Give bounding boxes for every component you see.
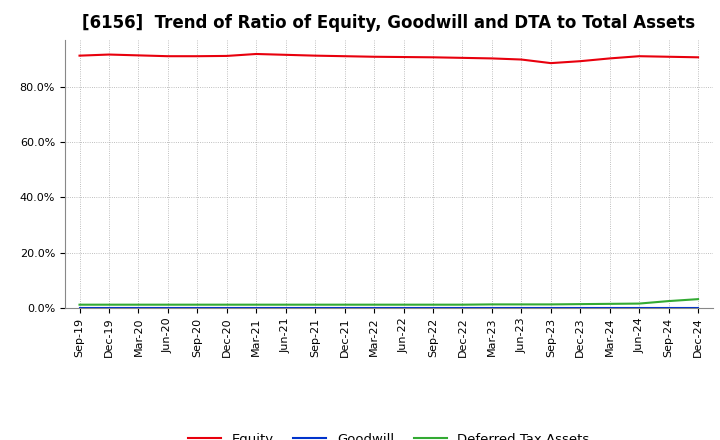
Deferred Tax Assets bbox=[517, 302, 526, 307]
Goodwill bbox=[193, 305, 202, 311]
Equity bbox=[104, 52, 113, 57]
Goodwill bbox=[517, 305, 526, 311]
Equity bbox=[428, 55, 437, 60]
Deferred Tax Assets bbox=[576, 301, 585, 307]
Equity bbox=[576, 59, 585, 64]
Goodwill bbox=[606, 305, 614, 311]
Deferred Tax Assets bbox=[134, 302, 143, 307]
Equity bbox=[282, 52, 290, 58]
Goodwill bbox=[104, 305, 113, 311]
Goodwill bbox=[635, 305, 644, 311]
Goodwill bbox=[75, 305, 84, 311]
Goodwill bbox=[282, 305, 290, 311]
Goodwill bbox=[487, 305, 496, 311]
Deferred Tax Assets bbox=[635, 301, 644, 306]
Deferred Tax Assets bbox=[370, 302, 379, 307]
Deferred Tax Assets bbox=[222, 302, 231, 307]
Goodwill bbox=[428, 305, 437, 311]
Goodwill bbox=[311, 305, 320, 311]
Deferred Tax Assets bbox=[75, 302, 84, 307]
Goodwill bbox=[163, 305, 172, 311]
Line: Equity: Equity bbox=[79, 54, 698, 63]
Goodwill bbox=[134, 305, 143, 311]
Equity bbox=[222, 53, 231, 59]
Deferred Tax Assets bbox=[311, 302, 320, 307]
Equity bbox=[193, 54, 202, 59]
Deferred Tax Assets bbox=[458, 302, 467, 307]
Equity bbox=[606, 56, 614, 61]
Equity bbox=[517, 57, 526, 62]
Equity bbox=[487, 56, 496, 61]
Legend: Equity, Goodwill, Deferred Tax Assets: Equity, Goodwill, Deferred Tax Assets bbox=[183, 427, 595, 440]
Goodwill bbox=[458, 305, 467, 311]
Equity bbox=[163, 54, 172, 59]
Deferred Tax Assets bbox=[665, 298, 673, 304]
Equity bbox=[370, 54, 379, 59]
Equity bbox=[75, 53, 84, 58]
Equity bbox=[311, 53, 320, 58]
Equity bbox=[458, 55, 467, 61]
Equity bbox=[341, 54, 349, 59]
Deferred Tax Assets bbox=[252, 302, 261, 307]
Equity bbox=[399, 55, 408, 60]
Line: Deferred Tax Assets: Deferred Tax Assets bbox=[79, 299, 698, 304]
Goodwill bbox=[694, 305, 703, 311]
Deferred Tax Assets bbox=[694, 297, 703, 302]
Deferred Tax Assets bbox=[399, 302, 408, 307]
Equity bbox=[665, 54, 673, 59]
Goodwill bbox=[546, 305, 555, 311]
Deferred Tax Assets bbox=[163, 302, 172, 307]
Goodwill bbox=[370, 305, 379, 311]
Deferred Tax Assets bbox=[606, 301, 614, 307]
Goodwill bbox=[252, 305, 261, 311]
Goodwill bbox=[341, 305, 349, 311]
Equity bbox=[546, 60, 555, 66]
Goodwill bbox=[576, 305, 585, 311]
Equity bbox=[252, 51, 261, 57]
Goodwill bbox=[399, 305, 408, 311]
Deferred Tax Assets bbox=[428, 302, 437, 307]
Deferred Tax Assets bbox=[546, 302, 555, 307]
Title: [6156]  Trend of Ratio of Equity, Goodwill and DTA to Total Assets: [6156] Trend of Ratio of Equity, Goodwil… bbox=[82, 15, 696, 33]
Equity bbox=[694, 55, 703, 60]
Deferred Tax Assets bbox=[341, 302, 349, 307]
Equity bbox=[134, 53, 143, 58]
Goodwill bbox=[222, 305, 231, 311]
Equity bbox=[635, 54, 644, 59]
Deferred Tax Assets bbox=[487, 302, 496, 307]
Goodwill bbox=[665, 305, 673, 311]
Deferred Tax Assets bbox=[193, 302, 202, 307]
Deferred Tax Assets bbox=[282, 302, 290, 307]
Deferred Tax Assets bbox=[104, 302, 113, 307]
